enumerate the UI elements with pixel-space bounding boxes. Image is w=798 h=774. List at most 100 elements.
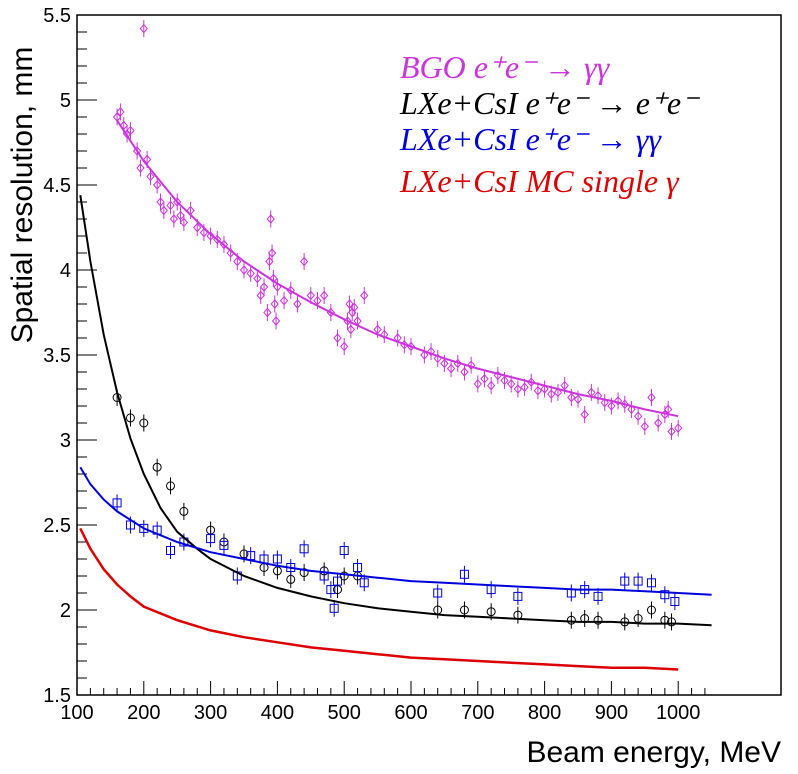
data-point: [299, 544, 309, 554]
y-tick-label: 2.5: [43, 515, 71, 537]
fit-curve: [79, 195, 712, 627]
legend-entry-bgo: BGO e⁺e⁻ → γγ: [400, 49, 611, 85]
data-point: [670, 597, 680, 606]
data-point: [600, 397, 609, 408]
legend: BGO e⁺e⁻ → γγ LXe+CsI e⁺e⁻ → e⁺e⁻ LXe+Cs…: [399, 49, 700, 199]
data-point: [345, 299, 354, 309]
data-point: [179, 217, 189, 228]
axes: 100 200 300 400 500 600 700 800 900 1000 1.5 2 2.5 3 3…: [43, 5, 706, 724]
data-point: [359, 578, 369, 588]
data-point: [339, 546, 349, 555]
fit-curve: [79, 466, 712, 596]
x-tick-label: 300: [194, 702, 227, 724]
data-point: [540, 384, 549, 394]
data-point: [233, 256, 242, 267]
x-tick-label: 400: [261, 702, 294, 724]
data-point: [593, 391, 603, 401]
data-point: [513, 384, 523, 394]
y-tick-label: 3: [60, 430, 71, 452]
y-tick-label: 2: [60, 600, 71, 622]
data-point: [547, 389, 556, 399]
data-point: [567, 392, 576, 403]
data-point: [520, 382, 529, 393]
data-point: [279, 295, 289, 306]
data-point: [239, 549, 249, 559]
data-point: [139, 23, 148, 34]
fit-curve: [79, 527, 679, 671]
x-axis-title: Beam energy, MeV: [526, 736, 781, 769]
y-axis-title: Spatial resolution, mm: [6, 47, 39, 344]
data-point: [459, 569, 469, 579]
data-point: [607, 401, 616, 411]
data-point: [440, 358, 449, 369]
data-point: [553, 387, 563, 398]
data-point: [112, 498, 122, 508]
data-point: [306, 290, 315, 301]
data-point: [166, 546, 176, 555]
data-point: [333, 333, 342, 343]
data-point: [169, 214, 179, 224]
data-point: [573, 394, 583, 404]
y-tick-label: 4.5: [43, 175, 71, 197]
data-point: [674, 423, 683, 433]
y-tick-label: 4: [60, 260, 71, 282]
fit-curve: [116, 119, 679, 418]
data-point: [646, 605, 656, 615]
data-point: [139, 418, 149, 428]
data-point: [136, 163, 145, 173]
data-point: [166, 481, 176, 491]
data-point: [350, 302, 359, 313]
data-point: [513, 591, 523, 601]
data-point: [613, 396, 623, 406]
data-point: [253, 273, 262, 284]
data-point: [193, 222, 202, 233]
data-point: [633, 576, 643, 586]
data-point: [593, 591, 603, 601]
data-point: [647, 392, 656, 403]
data-point: [206, 231, 215, 241]
data-point: [333, 576, 343, 586]
data-point: [271, 316, 281, 326]
x-tick-label: 600: [394, 702, 427, 724]
data-point: [646, 578, 656, 588]
x-tick-label: 900: [595, 702, 628, 724]
data-point: [420, 350, 429, 360]
data-point: [486, 607, 496, 617]
data-point: [152, 180, 162, 190]
data-point: [473, 379, 482, 389]
data-point: [627, 404, 636, 415]
legend-entry-lxe-ee: LXe+CsI e⁺e⁻ → e⁺e⁻: [399, 85, 700, 121]
data-point: [640, 421, 649, 432]
data-point: [580, 409, 589, 420]
data-point: [480, 374, 489, 384]
data-point: [272, 554, 282, 564]
data-point: [466, 360, 476, 370]
x-tick-label: 800: [528, 702, 561, 724]
data-point: [326, 585, 336, 595]
data-point: [459, 605, 469, 615]
data-point: [139, 523, 149, 533]
data-point: [246, 268, 255, 279]
data-point: [116, 107, 125, 117]
data-point: [620, 576, 630, 586]
data-point: [653, 418, 663, 428]
data-point: [267, 248, 277, 258]
data-point: [346, 324, 356, 335]
legend-entry-mc: LXe+CsI MC single γ: [399, 163, 680, 199]
data-point: [533, 385, 543, 396]
data-point: [266, 214, 275, 224]
data-point: [293, 299, 302, 309]
x-tick-label: 700: [461, 702, 494, 724]
data-point: [239, 265, 249, 275]
data-point: [179, 506, 189, 516]
y-tick-label: 1.5: [43, 685, 71, 707]
data-point: [319, 290, 329, 301]
data-point: [433, 588, 443, 598]
data-point: [219, 540, 229, 550]
data-point: [560, 380, 569, 391]
data-point: [667, 617, 677, 627]
data-point: [152, 462, 162, 472]
data-point: [507, 379, 516, 389]
x-tick-label: 100: [60, 702, 93, 724]
